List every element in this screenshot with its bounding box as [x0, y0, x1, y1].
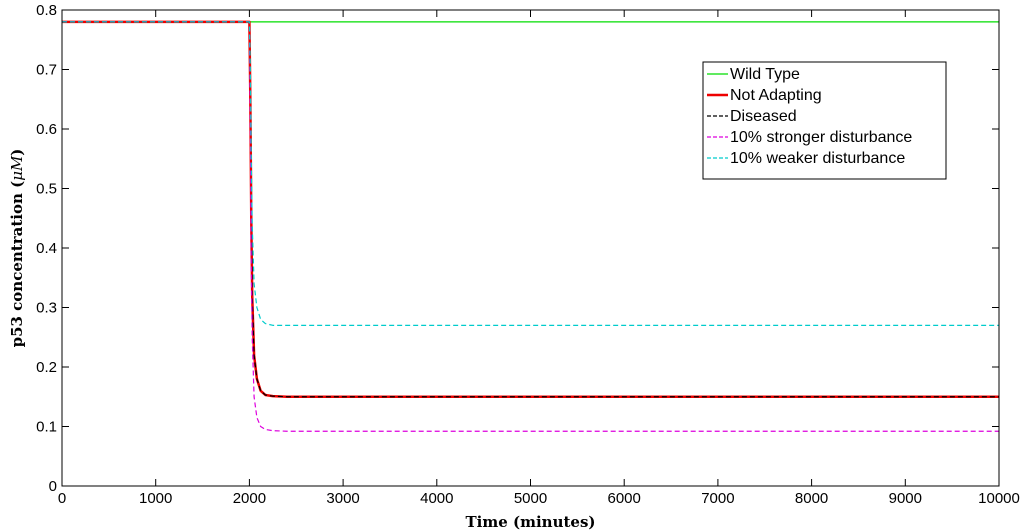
legend: Wild Type Not Adapting Diseased 10% stronge… [702, 61, 947, 180]
x-tick-label: 7000 [701, 490, 734, 507]
legend-label: 10% stronger disturbance [730, 129, 912, 146]
y-axis-title: p53 concentration (μM) [8, 149, 26, 348]
y-tick-label: 0.8 [36, 2, 57, 19]
x-tick-label: 2000 [233, 490, 266, 507]
y-tick-label: 0.4 [36, 240, 57, 257]
y-axis-title-unit: μM [8, 155, 26, 181]
x-tick-label: 1000 [139, 490, 172, 507]
y-axis-title-prefix: p53 concentration ( [8, 181, 26, 348]
x-tick-label: 8000 [795, 490, 828, 507]
series-layer [62, 20, 999, 432]
plot-frame [61, 9, 1000, 487]
series-line-5 [62, 21, 999, 326]
x-axis-title: Time (minutes) [466, 513, 596, 531]
legend-box [702, 61, 947, 180]
x-axis: 0 1000 2000 3000 4000 5000 6000 7000 8000 9000 100… [58, 10, 1020, 507]
legend-label: Wild Type [730, 66, 800, 83]
legend-label: 10% weaker disturbance [730, 150, 905, 167]
y-tick-label: 0.6 [36, 121, 57, 138]
y-tick-label: 0.5 [36, 181, 57, 198]
y-tick-label: 0 [49, 478, 57, 495]
y-axis-title-suffix: ) [8, 149, 26, 156]
x-tick-label: 10000 [978, 490, 1020, 507]
y-axis: 0 0.1 0.2 0.3 0.4 0.5 0.6 0.7 0.8 [36, 2, 999, 495]
y-tick-label: 0.1 [36, 419, 57, 436]
x-tick-label: 5000 [514, 490, 547, 507]
legend-label: Diseased [730, 108, 797, 125]
x-tick-label: 3000 [326, 490, 359, 507]
y-tick-label: 0.3 [36, 300, 57, 317]
x-tick-label: 4000 [420, 490, 453, 507]
x-tick-label: 6000 [608, 490, 641, 507]
legend-label: Not Adapting [730, 87, 822, 104]
x-tick-label: 9000 [889, 490, 922, 507]
x-tick-label: 0 [58, 490, 66, 507]
y-tick-label: 0.2 [36, 359, 57, 376]
y-tick-label: 0.7 [36, 62, 57, 79]
